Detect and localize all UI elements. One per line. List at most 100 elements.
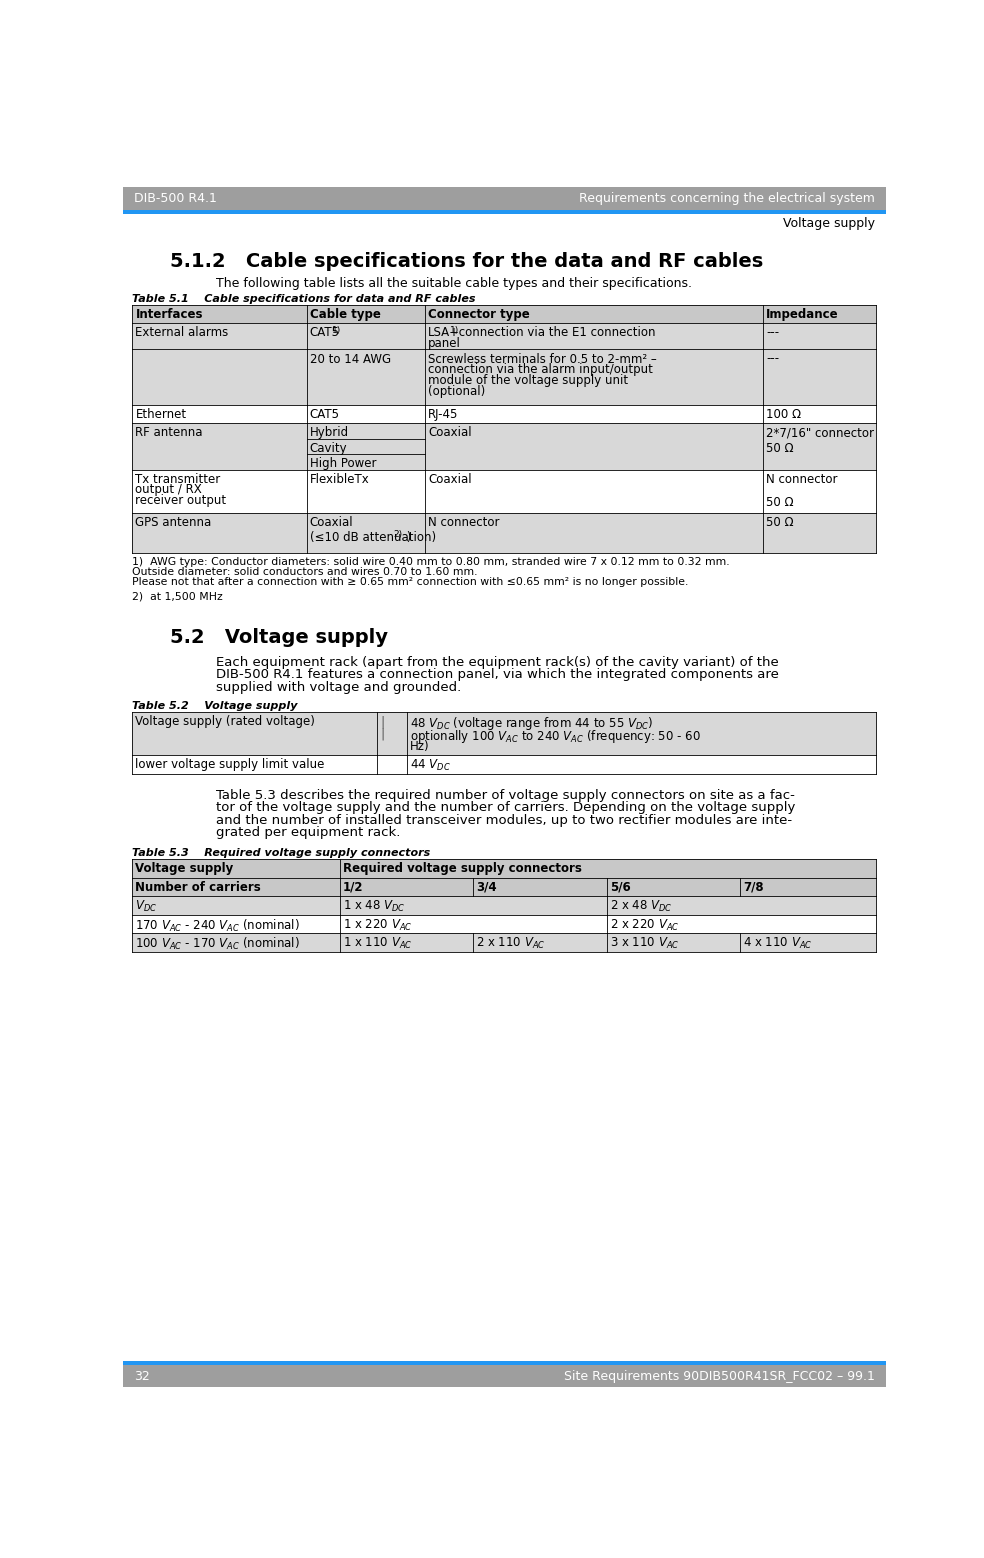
Text: Each equipment rack (apart from the equipment rack(s) of the cavity variant) of : Each equipment rack (apart from the equi… bbox=[216, 656, 778, 668]
Text: 50 Ω: 50 Ω bbox=[767, 495, 794, 509]
Bar bbox=[123, 1362, 886, 1365]
Text: 100 $V_{AC}$ - 170 $V_{AC}$ (nominal): 100 $V_{AC}$ - 170 $V_{AC}$ (nominal) bbox=[136, 936, 300, 952]
Bar bbox=[132, 305, 877, 323]
Text: CAT5: CAT5 bbox=[310, 326, 339, 340]
Text: RJ-45: RJ-45 bbox=[428, 408, 459, 421]
Text: 1/2: 1/2 bbox=[343, 880, 364, 894]
Text: 2)  at 1,500 MHz: 2) at 1,500 MHz bbox=[132, 590, 223, 601]
Text: ---: --- bbox=[767, 326, 779, 340]
Text: optionally 100 $V_{AC}$ to 240 $V_{AC}$ (frequency: 50 - 60: optionally 100 $V_{AC}$ to 240 $V_{AC}$ … bbox=[409, 728, 701, 745]
Text: Table 5.3    Required voltage supply connectors: Table 5.3 Required voltage supply connec… bbox=[132, 848, 431, 857]
Text: Voltage supply: Voltage supply bbox=[782, 217, 875, 231]
Text: Interfaces: Interfaces bbox=[136, 308, 203, 321]
Text: (optional): (optional) bbox=[428, 385, 485, 397]
Text: module of the voltage supply unit: module of the voltage supply unit bbox=[428, 374, 629, 386]
Text: 48 $V_{DC}$ (voltage range from 44 to 55 $V_{DC}$): 48 $V_{DC}$ (voltage range from 44 to 55… bbox=[409, 715, 653, 732]
Text: Coaxial: Coaxial bbox=[310, 516, 353, 528]
Text: Hz): Hz) bbox=[409, 740, 429, 753]
Text: Table 5.1    Cable specifications for data and RF cables: Table 5.1 Cable specifications for data … bbox=[132, 294, 476, 304]
Text: 1 x 220 $V_{AC}$: 1 x 220 $V_{AC}$ bbox=[343, 918, 412, 933]
Text: Connector type: Connector type bbox=[428, 308, 530, 321]
Bar bbox=[132, 896, 877, 915]
Text: 32: 32 bbox=[134, 1369, 150, 1382]
Text: grated per equipment rack.: grated per equipment rack. bbox=[216, 826, 400, 840]
Text: GPS antenna: GPS antenna bbox=[136, 516, 212, 528]
Text: DIB-500 R4.1: DIB-500 R4.1 bbox=[134, 192, 216, 206]
Text: |: | bbox=[380, 728, 385, 740]
Text: 2 x 110 $V_{AC}$: 2 x 110 $V_{AC}$ bbox=[476, 936, 546, 952]
Text: Screwless terminals for 0.5 to 2-mm² –: Screwless terminals for 0.5 to 2-mm² – bbox=[428, 352, 657, 366]
Text: 7/8: 7/8 bbox=[743, 880, 764, 894]
Text: Coaxial: Coaxial bbox=[428, 427, 472, 439]
Bar bbox=[132, 513, 877, 553]
Text: Please not that after a connection with ≥ 0.65 mm² connection with ≤0.65 mm² is : Please not that after a connection with … bbox=[132, 578, 689, 587]
Text: Cable type: Cable type bbox=[310, 308, 381, 321]
Bar bbox=[123, 210, 886, 213]
Text: and the number of installed transceiver modules, up to two rectifier modules are: and the number of installed transceiver … bbox=[216, 813, 792, 827]
Text: |: | bbox=[380, 715, 385, 728]
Text: FlexibleTx: FlexibleTx bbox=[310, 472, 370, 486]
Text: 50 Ω: 50 Ω bbox=[767, 442, 794, 455]
Text: Table 5.2    Voltage supply: Table 5.2 Voltage supply bbox=[132, 701, 298, 710]
Text: Outside diameter: solid conductors and wires 0.70 to 1.60 mm.: Outside diameter: solid conductors and w… bbox=[132, 567, 478, 578]
Text: 100 Ω: 100 Ω bbox=[767, 408, 801, 421]
Text: output / RX: output / RX bbox=[136, 483, 202, 497]
Text: 1): 1) bbox=[332, 326, 340, 335]
Text: 5.1.2   Cable specifications for the data and RF cables: 5.1.2 Cable specifications for the data … bbox=[169, 252, 763, 271]
Text: 2): 2) bbox=[394, 530, 402, 539]
Text: CAT5: CAT5 bbox=[310, 408, 339, 421]
Text: Required voltage supply connectors: Required voltage supply connectors bbox=[343, 862, 582, 876]
Text: 170 $V_{AC}$ - 240 $V_{AC}$ (nominal): 170 $V_{AC}$ - 240 $V_{AC}$ (nominal) bbox=[136, 918, 300, 933]
Text: Cavity: Cavity bbox=[310, 442, 347, 455]
Bar bbox=[123, 1365, 886, 1387]
Text: RF antenna: RF antenna bbox=[136, 427, 203, 439]
Text: receiver output: receiver output bbox=[136, 494, 226, 508]
Text: panel: panel bbox=[428, 337, 461, 351]
Bar bbox=[132, 469, 877, 513]
Text: 20 to 14 AWG: 20 to 14 AWG bbox=[310, 352, 391, 366]
Bar bbox=[132, 349, 877, 405]
Bar bbox=[132, 858, 877, 877]
Text: N connector: N connector bbox=[428, 516, 500, 528]
Text: connection via the E1 connection: connection via the E1 connection bbox=[455, 326, 655, 340]
Text: 2 x 48 $V_{DC}$: 2 x 48 $V_{DC}$ bbox=[610, 899, 672, 915]
Text: 1)  AWG type: Conductor diameters: solid wire 0.40 mm to 0.80 mm, stranded wire : 1) AWG type: Conductor diameters: solid … bbox=[132, 558, 730, 567]
Text: 5.2   Voltage supply: 5.2 Voltage supply bbox=[169, 628, 388, 647]
Text: 1 x 48 $V_{DC}$: 1 x 48 $V_{DC}$ bbox=[343, 899, 405, 915]
Text: Number of carriers: Number of carriers bbox=[136, 880, 261, 894]
Text: tor of the voltage supply and the number of carriers. Depending on the voltage s: tor of the voltage supply and the number… bbox=[216, 801, 795, 815]
Text: 4 x 110 $V_{AC}$: 4 x 110 $V_{AC}$ bbox=[743, 936, 813, 952]
Bar bbox=[132, 915, 877, 933]
Text: 3/4: 3/4 bbox=[476, 880, 497, 894]
Text: Table 5.3 describes the required number of voltage supply connectors on site as : Table 5.3 describes the required number … bbox=[216, 788, 795, 802]
Text: External alarms: External alarms bbox=[136, 326, 228, 340]
Text: Tx transmitter: Tx transmitter bbox=[136, 472, 220, 486]
Text: supplied with voltage and grounded.: supplied with voltage and grounded. bbox=[216, 681, 461, 693]
Text: Coaxial: Coaxial bbox=[428, 472, 472, 486]
Text: Site Requirements 90DIB500R41SR_FCC02 – 99.1: Site Requirements 90DIB500R41SR_FCC02 – … bbox=[564, 1369, 875, 1382]
Text: Hybrid: Hybrid bbox=[310, 427, 349, 439]
Text: 1 x 110 $V_{AC}$: 1 x 110 $V_{AC}$ bbox=[343, 936, 412, 952]
Text: High Power: High Power bbox=[310, 456, 376, 471]
Text: Voltage supply (rated voltage): Voltage supply (rated voltage) bbox=[136, 715, 315, 728]
Bar bbox=[132, 756, 877, 774]
Text: $V_{DC}$: $V_{DC}$ bbox=[136, 899, 157, 915]
Text: ---: --- bbox=[767, 352, 779, 366]
Text: Voltage supply: Voltage supply bbox=[136, 862, 233, 876]
Text: connection via the alarm input/output: connection via the alarm input/output bbox=[428, 363, 653, 377]
Bar bbox=[132, 877, 877, 896]
Text: 2*7/16" connector: 2*7/16" connector bbox=[767, 427, 874, 439]
Text: LSA+: LSA+ bbox=[428, 326, 461, 340]
Text: N connector: N connector bbox=[767, 472, 837, 486]
Text: 44 $V_{DC}$: 44 $V_{DC}$ bbox=[409, 759, 451, 773]
Text: 5/6: 5/6 bbox=[610, 880, 631, 894]
Bar bbox=[132, 933, 877, 952]
Text: Ethernet: Ethernet bbox=[136, 408, 187, 421]
Bar bbox=[123, 187, 886, 210]
Bar bbox=[132, 405, 877, 424]
Text: Requirements concerning the electrical system: Requirements concerning the electrical s… bbox=[579, 192, 875, 206]
Text: 3 x 110 $V_{AC}$: 3 x 110 $V_{AC}$ bbox=[610, 936, 679, 952]
Bar bbox=[132, 712, 877, 756]
Text: DIB-500 R4.1 features a connection panel, via which the integrated components ar: DIB-500 R4.1 features a connection panel… bbox=[216, 668, 779, 681]
Bar bbox=[132, 424, 877, 469]
